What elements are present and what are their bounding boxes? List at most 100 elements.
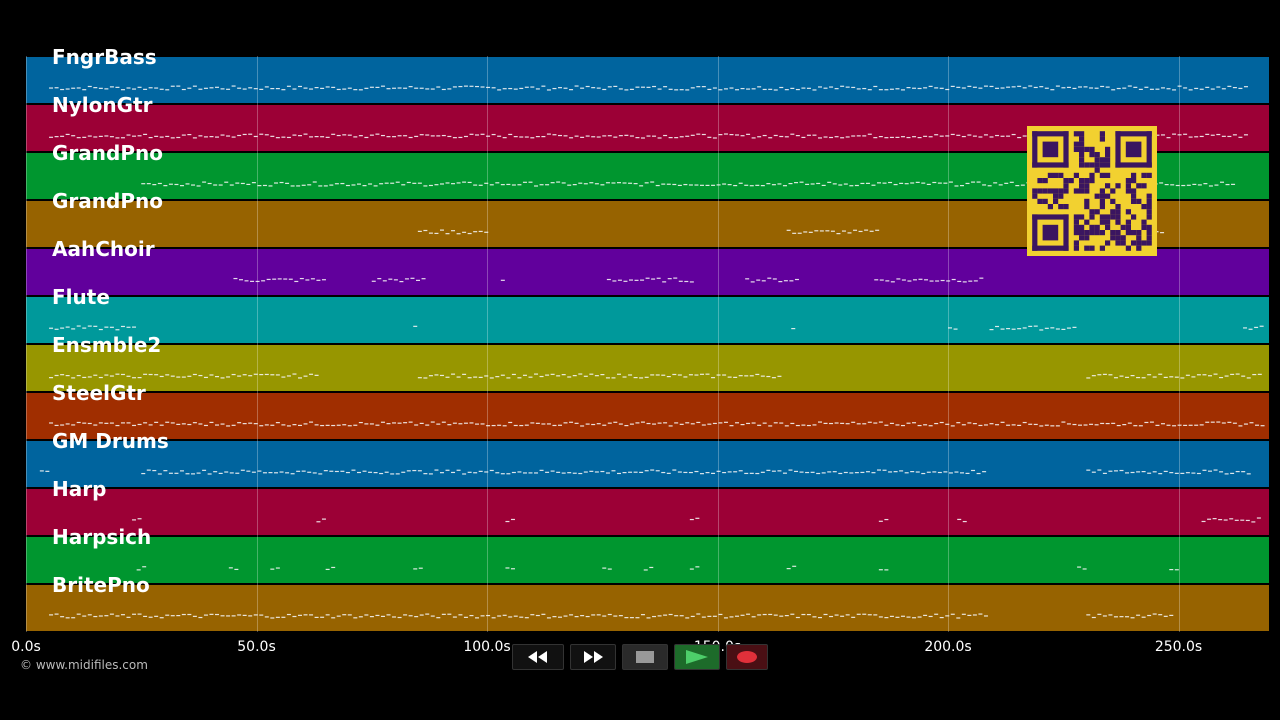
- qr-module: [1105, 240, 1111, 246]
- qr-module: [1063, 178, 1069, 184]
- qr-module: [1105, 219, 1111, 225]
- rewind-icon: [528, 651, 547, 663]
- qr-module: [1063, 214, 1069, 251]
- qr-module: [1115, 131, 1121, 168]
- qr-module: [1120, 235, 1126, 241]
- qr-module: [1089, 209, 1095, 215]
- qr-module: [1073, 240, 1079, 246]
- qr-module: [1099, 204, 1105, 210]
- track-label: GrandPno: [52, 141, 163, 165]
- track-label: Flute: [52, 285, 110, 309]
- qr-module: [1105, 162, 1111, 168]
- qr-module: [1089, 214, 1095, 220]
- qr-module: [1079, 188, 1085, 194]
- qr-module: [1136, 198, 1142, 204]
- qr-module: [1079, 183, 1085, 189]
- track-lane: [26, 537, 1269, 583]
- qr-module: [1141, 219, 1147, 225]
- qr-module: [1120, 240, 1126, 246]
- track-lane: [26, 249, 1269, 295]
- qr-module: [1136, 183, 1142, 189]
- qr-module: [1110, 214, 1116, 220]
- qr-module: [1032, 214, 1069, 220]
- qr-module: [1047, 172, 1053, 178]
- qr-module: [1136, 240, 1142, 246]
- qr-module: [1037, 198, 1043, 204]
- qr-module: [1094, 152, 1100, 158]
- qr-module: [1053, 188, 1059, 194]
- tick-label: 50.0s: [237, 639, 276, 655]
- qr-module: [1094, 157, 1100, 163]
- qr-module: [1073, 141, 1079, 147]
- qr-module: [1125, 188, 1131, 194]
- qr-module: [1094, 230, 1100, 236]
- qr-module: [1110, 188, 1116, 194]
- qr-module: [1110, 198, 1116, 204]
- record-button[interactable]: [726, 644, 768, 670]
- track-lane: [26, 345, 1269, 391]
- qr-module: [1136, 235, 1142, 241]
- qr-module: [1084, 219, 1090, 225]
- qr-module: [1084, 230, 1090, 236]
- qr-module: [1141, 204, 1147, 210]
- qr-module: [1037, 178, 1043, 184]
- qr-module: [1089, 230, 1095, 236]
- qr-module: [1063, 183, 1069, 189]
- track-label: Harp: [52, 477, 107, 501]
- qr-module: [1146, 224, 1152, 230]
- qr-module: [1053, 172, 1059, 178]
- qr-module: [1073, 146, 1079, 152]
- track-lane: [26, 393, 1269, 439]
- qr-module: [1131, 193, 1137, 199]
- qr-module: [1032, 193, 1038, 199]
- qr-module: [1105, 152, 1111, 158]
- qr-module: [1146, 214, 1152, 220]
- qr-module: [1042, 141, 1059, 158]
- gridline: [256, 56, 258, 632]
- qr-module: [1079, 136, 1085, 142]
- play-button[interactable]: [674, 644, 720, 670]
- qr-module: [1079, 162, 1085, 168]
- qr-module: [1099, 193, 1105, 199]
- qr-module: [1131, 198, 1137, 204]
- qr-module: [1115, 240, 1121, 246]
- qr-module: [1084, 183, 1090, 189]
- qr-module: [1047, 188, 1053, 194]
- qr-module: [1094, 167, 1100, 173]
- qr-module: [1136, 230, 1142, 236]
- qr-module: [1058, 204, 1064, 210]
- qr-module: [1073, 172, 1079, 178]
- qr-module: [1105, 146, 1111, 152]
- qr-module: [1105, 224, 1111, 230]
- qr-module: [1073, 188, 1079, 194]
- qr-module: [1032, 188, 1038, 194]
- stop-button[interactable]: [622, 644, 668, 670]
- qr-module: [1099, 131, 1105, 137]
- transport-controls: [512, 644, 768, 670]
- qr-module: [1032, 162, 1069, 168]
- qr-module: [1125, 209, 1131, 215]
- qr-module: [1032, 131, 1038, 168]
- qr-module: [1058, 172, 1064, 178]
- track-label: BritePno: [52, 573, 150, 597]
- rewind-button[interactable]: [512, 644, 564, 670]
- qr-module: [1131, 230, 1137, 236]
- gridline: [948, 56, 949, 632]
- qr-module: [1089, 178, 1095, 184]
- qr-module: [1105, 193, 1111, 199]
- fast-forward-button[interactable]: [570, 644, 616, 670]
- qr-module: [1032, 245, 1069, 251]
- qr-module: [1084, 178, 1090, 184]
- qr-module: [1089, 245, 1095, 251]
- qr-module: [1131, 188, 1137, 194]
- qr-module: [1115, 219, 1121, 225]
- track-lane: [26, 441, 1269, 487]
- qr-module: [1094, 209, 1100, 215]
- qr-module: [1099, 214, 1105, 220]
- qr-module: [1105, 157, 1111, 163]
- qr-module: [1084, 235, 1090, 241]
- qr-module: [1032, 214, 1038, 251]
- qr-module: [1099, 230, 1105, 236]
- qr-module: [1110, 235, 1116, 241]
- qr-module: [1146, 204, 1152, 210]
